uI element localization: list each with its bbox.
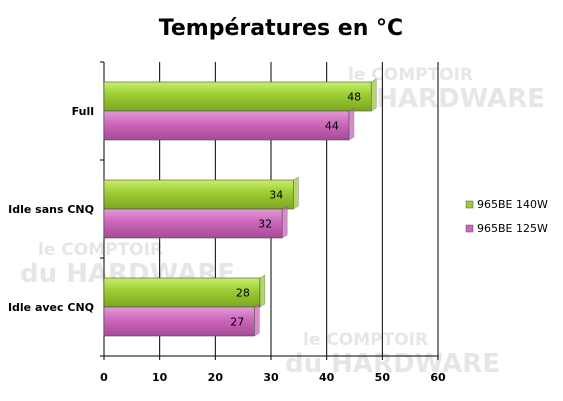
bar-series2: 32 xyxy=(103,205,288,239)
bar-series1: 34 xyxy=(103,176,299,210)
x-tick-label: 40 xyxy=(319,371,335,384)
category-label: Full xyxy=(72,105,94,118)
legend-swatch xyxy=(465,200,474,209)
chart-title: Températures en °C xyxy=(159,16,403,41)
x-tick-label: 20 xyxy=(208,371,224,384)
bar-face xyxy=(103,179,294,210)
watermark-line2: du HARDWARE xyxy=(285,349,500,379)
watermark-line1: le COMPTOIR xyxy=(38,240,163,260)
data-label: 32 xyxy=(258,218,272,231)
bar-series2: 27 xyxy=(103,303,260,337)
bar-side xyxy=(348,107,355,141)
category-label: Idle avec CNQ xyxy=(8,301,94,314)
x-tick-label: 0 xyxy=(100,371,108,384)
bar-side xyxy=(293,176,299,210)
data-label: 44 xyxy=(325,120,339,133)
bar-face xyxy=(103,110,350,141)
x-tick-label: 10 xyxy=(152,371,168,384)
bar-series1: 28 xyxy=(103,274,266,308)
legend: 965BE 140W 965BE 125W xyxy=(465,198,548,235)
data-label: 28 xyxy=(236,287,250,300)
x-tick-label: 50 xyxy=(375,371,391,384)
data-label: 48 xyxy=(347,91,361,104)
bar-face xyxy=(103,208,283,239)
data-label: 27 xyxy=(230,316,244,329)
bar-side xyxy=(281,205,288,239)
data-label: 34 xyxy=(269,189,283,202)
bar-series2: 44 xyxy=(103,107,355,141)
legend-item: 965BE 140W xyxy=(465,198,548,211)
category-label: Idle sans CNQ xyxy=(8,203,94,216)
legend-label: 965BE 125W xyxy=(477,222,548,235)
category-labels: Full Idle sans CNQ Idle avec CNQ xyxy=(8,105,94,314)
watermark-line1: le COMPTOIR xyxy=(348,65,473,85)
bar-face xyxy=(103,277,261,308)
legend-label: 965BE 140W xyxy=(477,198,548,211)
bar-side xyxy=(370,78,377,112)
x-tick-label: 30 xyxy=(263,371,279,384)
watermark-line1: le COMPTOIR xyxy=(303,330,428,350)
legend-swatch xyxy=(465,224,474,233)
bar-face xyxy=(103,306,255,337)
bar-side xyxy=(254,303,260,337)
x-tick-labels: 0 10 20 30 40 50 60 xyxy=(100,371,446,384)
bars: 48 44 34 32 28 27 xyxy=(103,78,377,337)
legend-item: 965BE 125W xyxy=(465,222,548,235)
bar-side xyxy=(259,274,266,308)
x-tick-label: 60 xyxy=(430,371,446,384)
bar-series1: 48 xyxy=(103,78,377,112)
bar-face xyxy=(103,81,372,112)
